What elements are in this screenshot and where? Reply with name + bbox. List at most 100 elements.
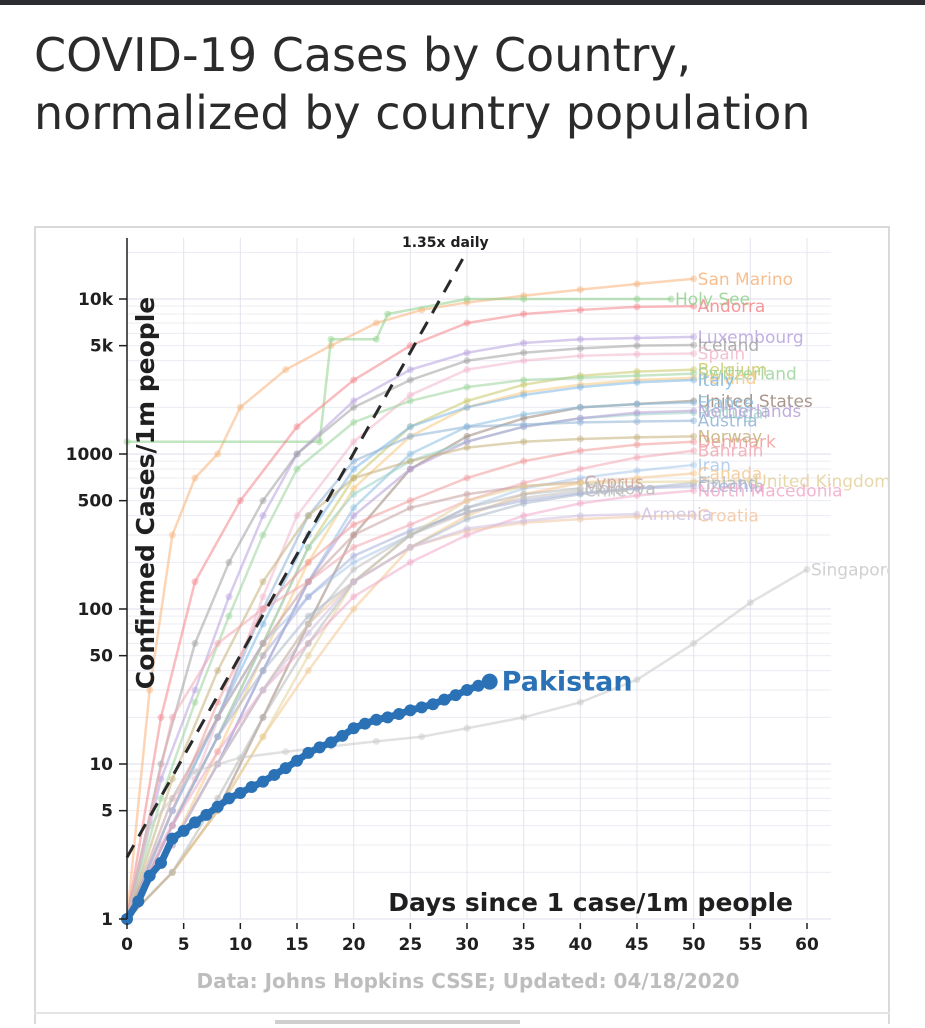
series-point — [633, 441, 641, 449]
series-point — [633, 433, 641, 441]
series-point — [293, 512, 301, 520]
series-label: United Kingdom — [754, 472, 888, 492]
highlight-point — [143, 869, 156, 882]
x-tick-label: 25 — [398, 935, 422, 955]
series-point — [418, 733, 426, 741]
x-tick-label: 50 — [682, 935, 706, 955]
series-point — [690, 366, 698, 374]
bottom-tab — [275, 1020, 520, 1024]
series-line — [125, 435, 694, 920]
reference-line — [125, 251, 468, 859]
series-point — [304, 612, 312, 620]
series-point — [690, 469, 698, 477]
series-point — [520, 357, 528, 365]
chart-card: Pakistan San Marino Holy See Andorra Luxemb… — [34, 226, 897, 1024]
series-point — [406, 521, 414, 529]
series-line — [127, 297, 671, 443]
series-point — [327, 335, 335, 343]
series-point — [633, 474, 641, 482]
y-tick-label: 10k — [78, 290, 114, 310]
series-point — [690, 447, 698, 455]
series-point — [690, 512, 698, 520]
series-label: Bahrain — [698, 442, 764, 462]
highlight-point — [325, 736, 337, 749]
series-point — [746, 477, 754, 485]
series-point — [406, 457, 414, 465]
series-point — [406, 504, 414, 512]
series-point — [520, 457, 528, 465]
series-point — [633, 342, 641, 350]
highlight-point — [211, 800, 224, 813]
highlight-point — [291, 754, 303, 767]
series-point — [191, 767, 199, 775]
series-label: Iceland — [698, 336, 760, 356]
series-point — [350, 490, 358, 498]
series-point — [746, 599, 754, 607]
series-point — [803, 565, 811, 573]
highlight-point — [302, 746, 315, 759]
highlight-point — [415, 701, 428, 714]
series-point — [520, 310, 528, 318]
series-line — [125, 480, 581, 920]
series-line — [125, 440, 694, 920]
series-point — [576, 499, 584, 507]
series-point — [576, 512, 584, 520]
y-tick-label: 1000 — [66, 445, 113, 465]
series-point — [350, 397, 358, 405]
series-label: Denmark — [698, 433, 776, 453]
series-point — [576, 515, 584, 523]
series-point — [191, 578, 199, 586]
series-point — [372, 737, 380, 745]
series-line — [125, 484, 694, 920]
series-point — [463, 515, 471, 523]
series-point — [576, 383, 584, 391]
series-point — [633, 334, 641, 342]
series-point — [236, 403, 244, 411]
series-point — [463, 366, 471, 374]
series-point — [259, 531, 267, 539]
series-point — [157, 794, 165, 802]
series-point — [304, 543, 312, 551]
series-point — [350, 521, 358, 529]
highlight-point — [234, 786, 247, 799]
series-point — [259, 620, 267, 628]
series-point — [520, 292, 528, 300]
series-line — [125, 304, 694, 920]
series-point — [406, 527, 414, 535]
x-axis-label: Days since 1 case/1m people — [388, 888, 793, 917]
series-label: Portugal — [698, 404, 768, 424]
series-point — [690, 398, 698, 406]
series-point — [259, 652, 267, 660]
series-point — [214, 667, 222, 675]
series-point — [293, 450, 301, 458]
highlight-point — [359, 717, 371, 730]
series-label: Chile — [584, 482, 627, 502]
highlight-point — [166, 832, 179, 845]
series-point — [576, 403, 584, 411]
series-point — [463, 497, 471, 505]
series-point — [576, 447, 584, 455]
series-line — [125, 568, 808, 920]
highlight-point — [268, 768, 281, 781]
series-point — [576, 414, 584, 422]
series-label: Switzerland — [698, 365, 797, 385]
series-point — [406, 423, 414, 431]
y-axis-label: Confirmed Cases/1m people — [131, 297, 160, 689]
series-point — [520, 490, 528, 498]
highlight-point — [438, 693, 451, 706]
series-point — [520, 420, 528, 428]
series-point — [463, 508, 471, 516]
series-point — [259, 713, 267, 721]
y-tick-label: 100 — [78, 600, 114, 620]
series-label: Iran — [698, 456, 731, 476]
series-point — [157, 713, 165, 721]
series-label: United States — [698, 392, 813, 412]
series-point — [520, 295, 528, 303]
series-point — [463, 531, 471, 539]
x-tick-label: 0 — [121, 935, 133, 955]
series-point — [463, 724, 471, 732]
series-point — [293, 423, 301, 431]
series-point — [350, 418, 358, 426]
series-point — [463, 357, 471, 365]
